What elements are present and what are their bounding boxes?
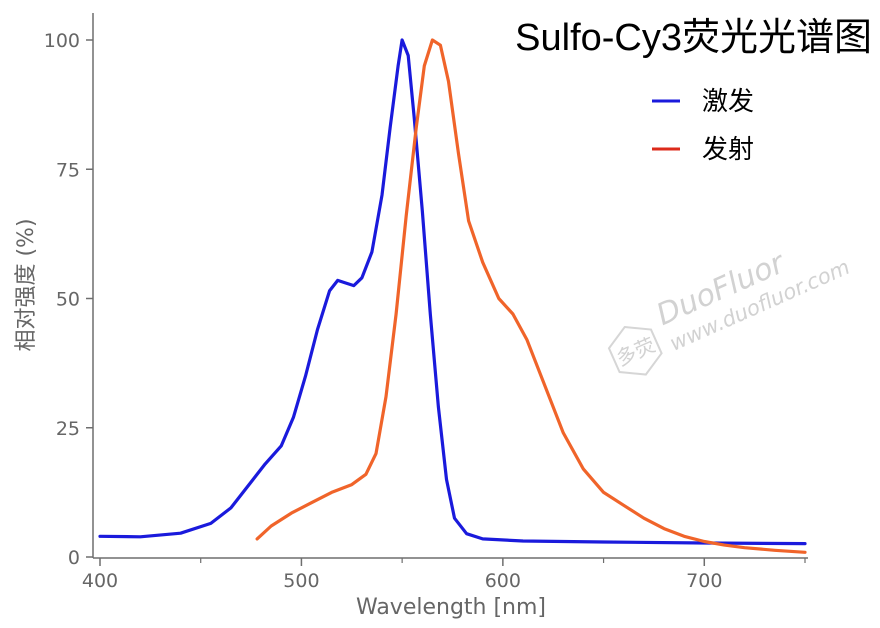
emission-series-line (255, 38, 807, 554)
chart-title: Sulfo-Cy3荧光光谱图 (515, 17, 872, 59)
y-tick-label: 50 (56, 289, 80, 311)
x-tick-label: 700 (686, 570, 722, 592)
series-layer (98, 38, 807, 554)
watermark-logo-icon: 多荧 (607, 325, 663, 376)
x-tick-label: 400 (82, 570, 118, 592)
legend-label-excitation: 激发 (702, 87, 754, 117)
x-axis-title: Wavelength [nm] (356, 595, 546, 620)
y-tick-label: 100 (44, 30, 80, 52)
watermark: 多荧 DuoFluor www.duofluor.com (607, 245, 853, 376)
y-tick-label: 25 (56, 418, 80, 440)
y-tick-label: 0 (68, 547, 80, 569)
excitation-series-line (98, 38, 807, 546)
x-axis-ticks: 400 500 600 700 (82, 558, 806, 592)
legend: 激发 发射 (652, 87, 754, 165)
x-tick-label: 600 (485, 570, 521, 592)
legend-label-emission: 发射 (702, 135, 754, 165)
y-axis-title: 相对强度 (%) (14, 218, 39, 351)
x-tick-label: 500 (283, 570, 319, 592)
y-tick-label: 75 (56, 159, 80, 181)
y-axis-ticks: 0 25 50 75 100 (44, 30, 93, 569)
